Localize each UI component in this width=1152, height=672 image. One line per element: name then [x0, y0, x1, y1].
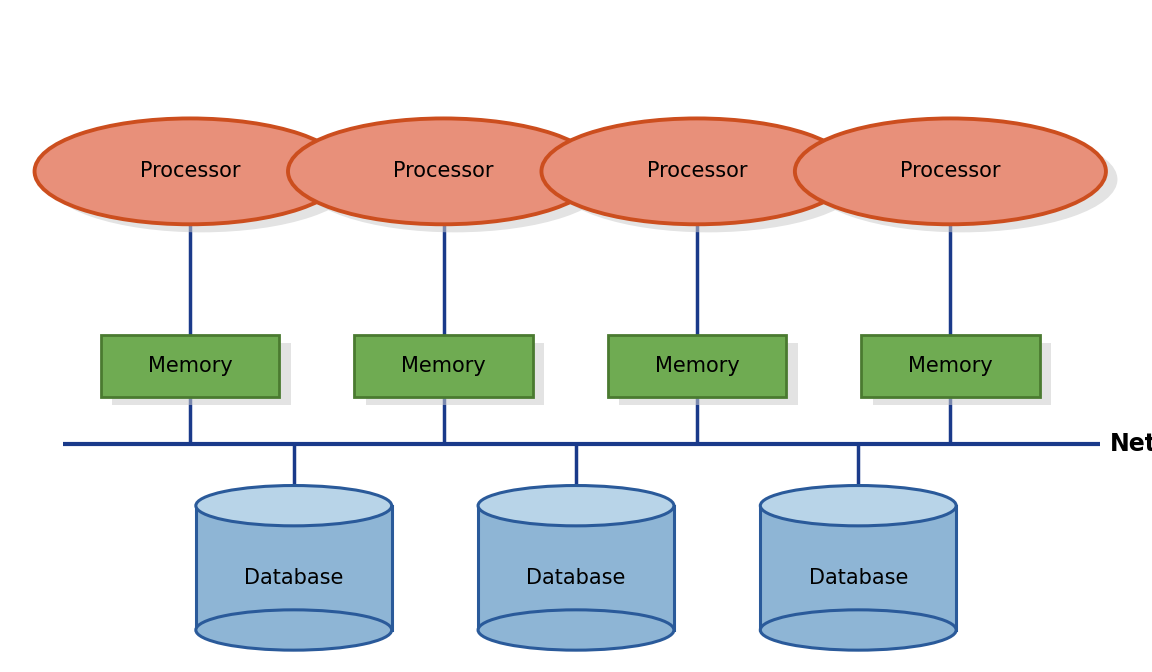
Text: Memory: Memory [401, 356, 486, 376]
Text: Processor: Processor [900, 161, 1001, 181]
FancyBboxPatch shape [873, 343, 1051, 405]
Ellipse shape [46, 126, 357, 233]
Ellipse shape [541, 118, 852, 224]
Ellipse shape [795, 118, 1106, 224]
Ellipse shape [760, 485, 956, 526]
Ellipse shape [196, 485, 392, 526]
Polygon shape [478, 506, 674, 630]
Text: Database: Database [526, 568, 626, 588]
Ellipse shape [35, 118, 346, 224]
FancyBboxPatch shape [113, 343, 290, 405]
Polygon shape [196, 506, 392, 630]
Text: Processor: Processor [393, 161, 494, 181]
Text: Database: Database [809, 568, 908, 588]
FancyBboxPatch shape [608, 335, 786, 397]
FancyBboxPatch shape [365, 343, 545, 405]
Polygon shape [760, 506, 956, 630]
Text: Network: Network [1109, 431, 1152, 456]
Text: Memory: Memory [147, 356, 233, 376]
FancyBboxPatch shape [861, 335, 1039, 397]
Text: Processor: Processor [139, 161, 241, 181]
Ellipse shape [478, 485, 674, 526]
Text: Processor: Processor [646, 161, 748, 181]
FancyBboxPatch shape [355, 335, 532, 397]
Ellipse shape [478, 610, 674, 650]
Text: Memory: Memory [654, 356, 740, 376]
Ellipse shape [553, 126, 864, 233]
Ellipse shape [300, 126, 611, 233]
Text: Database: Database [244, 568, 343, 588]
FancyBboxPatch shape [619, 343, 797, 405]
Text: Memory: Memory [908, 356, 993, 376]
Ellipse shape [196, 610, 392, 650]
Ellipse shape [760, 610, 956, 650]
Ellipse shape [806, 126, 1117, 233]
Ellipse shape [288, 118, 599, 224]
FancyBboxPatch shape [101, 335, 279, 397]
